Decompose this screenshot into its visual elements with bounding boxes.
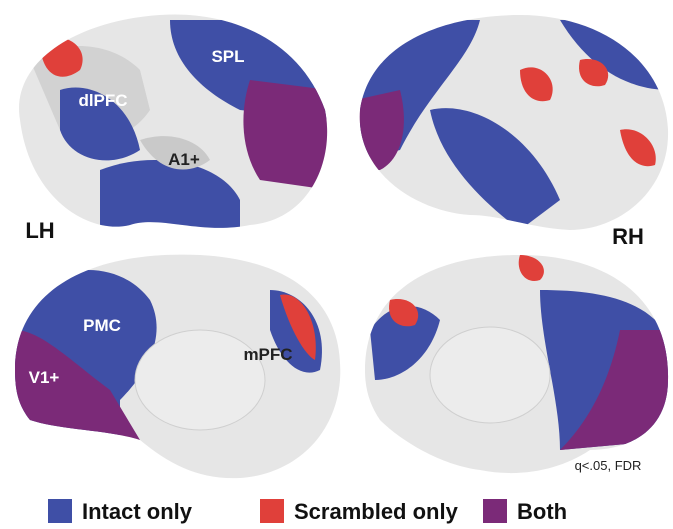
- legend: Intact only Scrambled only Both: [48, 499, 567, 524]
- legend-label: Scrambled only: [294, 499, 459, 524]
- legend-label: Intact only: [82, 499, 193, 524]
- lh-lateral: [0, 0, 340, 240]
- region-label: V1+: [29, 368, 60, 387]
- region-label: SPL: [211, 47, 244, 66]
- region-label: A1+: [168, 150, 200, 169]
- note: q<.05, FDR: [575, 458, 642, 473]
- rh-lateral: [350, 0, 673, 240]
- hemisphere-label: RH: [612, 224, 644, 249]
- hemisphere-label: LH: [25, 218, 54, 243]
- region-label: mPFC: [243, 345, 292, 364]
- legend-swatch: [483, 499, 507, 523]
- legend-swatch: [48, 499, 72, 523]
- legend-label: Both: [517, 499, 567, 524]
- page: body { margin: 0; background: #fff; font…: [0, 0, 673, 529]
- legend-swatch: [260, 499, 284, 523]
- region-label: PMC: [83, 316, 121, 335]
- body: {"hemispheres": {"left": "LH", "right": …: [0, 0, 673, 529]
- figure: SPL dlPFC A1+ PMC mPFC V1+ LH RH q<.05, …: [0, 0, 673, 529]
- region-label: dlPFC: [78, 91, 127, 110]
- rh-medial: [360, 250, 673, 485]
